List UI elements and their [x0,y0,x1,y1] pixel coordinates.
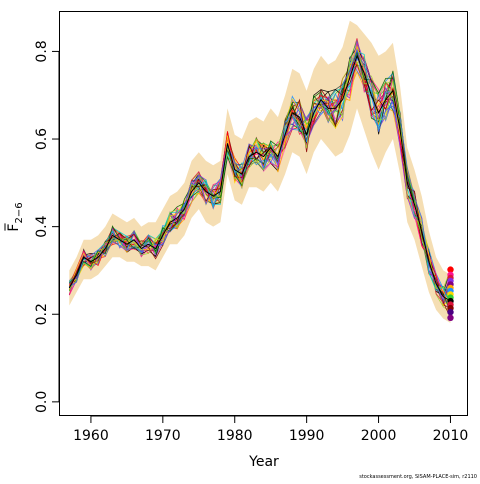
confidence-band [69,20,451,324]
y-tick-label: 0.0 [34,391,50,413]
x-axis-title: Year [248,454,279,470]
y-tick-label: 0.4 [34,215,50,237]
y-axis-title-subscript: 2−6 [14,202,25,223]
y-tick-label: 0.8 [34,40,50,62]
y-axis-title: F̅2−6 [4,202,25,231]
y-axis: 0.0 0.2 0.4 0.6 0.8 [34,40,60,413]
y-axis-title-main: F̅ [4,223,22,232]
x-tick-label: 1970 [145,428,181,444]
end-point [447,314,454,321]
svg-text:F̅2−6: F̅2−6 [4,202,25,231]
x-axis: 1960 1970 1980 1990 2000 2010 [73,415,469,444]
x-tick-label: 1980 [217,428,253,444]
end-points [447,266,454,321]
simulation-line [68,63,451,318]
central-estimate-line [68,54,451,302]
x-tick-label: 1960 [73,428,109,444]
x-tick-label: 1990 [289,428,325,444]
x-tick-label: 2010 [433,428,469,444]
credit-text: stockassessment.org, SISAM-PLACE-sim, r2… [359,474,477,480]
simulation-lines [68,38,451,318]
confidence-band-area [69,20,451,324]
x-tick-label: 2000 [361,428,397,444]
end-point [447,266,454,273]
y-tick-label: 0.2 [34,303,50,325]
end-point [447,308,454,316]
simulation-line [68,59,451,290]
y-tick-label: 0.6 [34,128,50,150]
simulation-line [69,49,451,302]
simulation-line [69,39,451,305]
